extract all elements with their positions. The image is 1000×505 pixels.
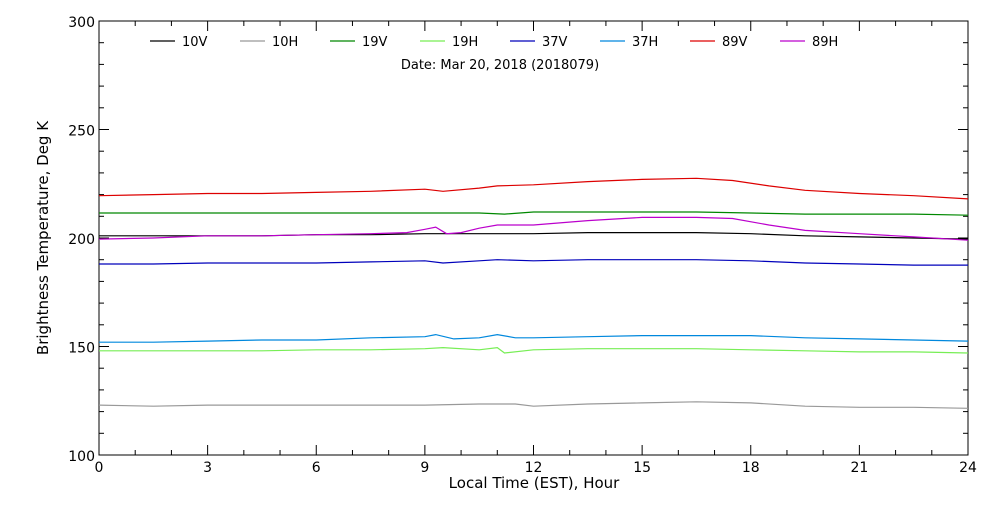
series-line-19v	[99, 211, 969, 216]
series-line-89h	[98, 216, 969, 241]
series-line-37v	[99, 259, 968, 266]
x-tick-label: 15	[633, 460, 651, 476]
legend-label-89h: 89H	[812, 35, 838, 50]
y-tick-label: 100	[68, 449, 95, 465]
legend-label-37h: 37H	[632, 35, 658, 50]
plot-frame	[98, 20, 969, 456]
series-line-89v	[98, 177, 969, 200]
y-axis-label: Brightness Temperature, Deg K	[34, 120, 52, 355]
x-tick-label: 12	[525, 460, 543, 476]
legend-label-10v: 10V	[182, 35, 208, 50]
series-line-10h	[98, 401, 969, 409]
x-tick-label: 18	[742, 460, 760, 476]
y-tick-label: 200	[68, 232, 95, 248]
legend-label-89v: 89V	[722, 35, 748, 50]
y-tick-label: 150	[68, 341, 95, 357]
x-tick-label: 24	[959, 460, 977, 476]
legend-label-10h: 10H	[272, 35, 298, 50]
legend-label-19h: 19H	[452, 35, 478, 50]
legend: 10V 10H 19V 19H 37V 37H 89V 89H	[150, 35, 838, 50]
x-tick-label: 21	[850, 460, 868, 476]
x-tick-label: 3	[203, 460, 212, 476]
legend-label-37v: 37V	[542, 35, 568, 50]
x-axis-label: Local Time (EST), Hour	[449, 474, 620, 492]
series-line-19h	[99, 346, 969, 354]
legend-label-19v: 19V	[362, 35, 388, 50]
chart-subtitle: Date: Mar 20, 2018 (2018079)	[401, 58, 599, 73]
series-layer	[98, 177, 969, 409]
y-tick-label: 300	[68, 15, 95, 31]
x-tick-label: 9	[420, 460, 429, 476]
x-tick-label: 0	[95, 460, 104, 476]
series-line-37h	[99, 333, 969, 343]
ticks-layer: 0 3 6 9 12 15 18 21 24 100 150 200 250 300	[68, 15, 977, 476]
x-tick-label: 6	[312, 460, 321, 476]
y-tick-label: 250	[68, 124, 95, 140]
